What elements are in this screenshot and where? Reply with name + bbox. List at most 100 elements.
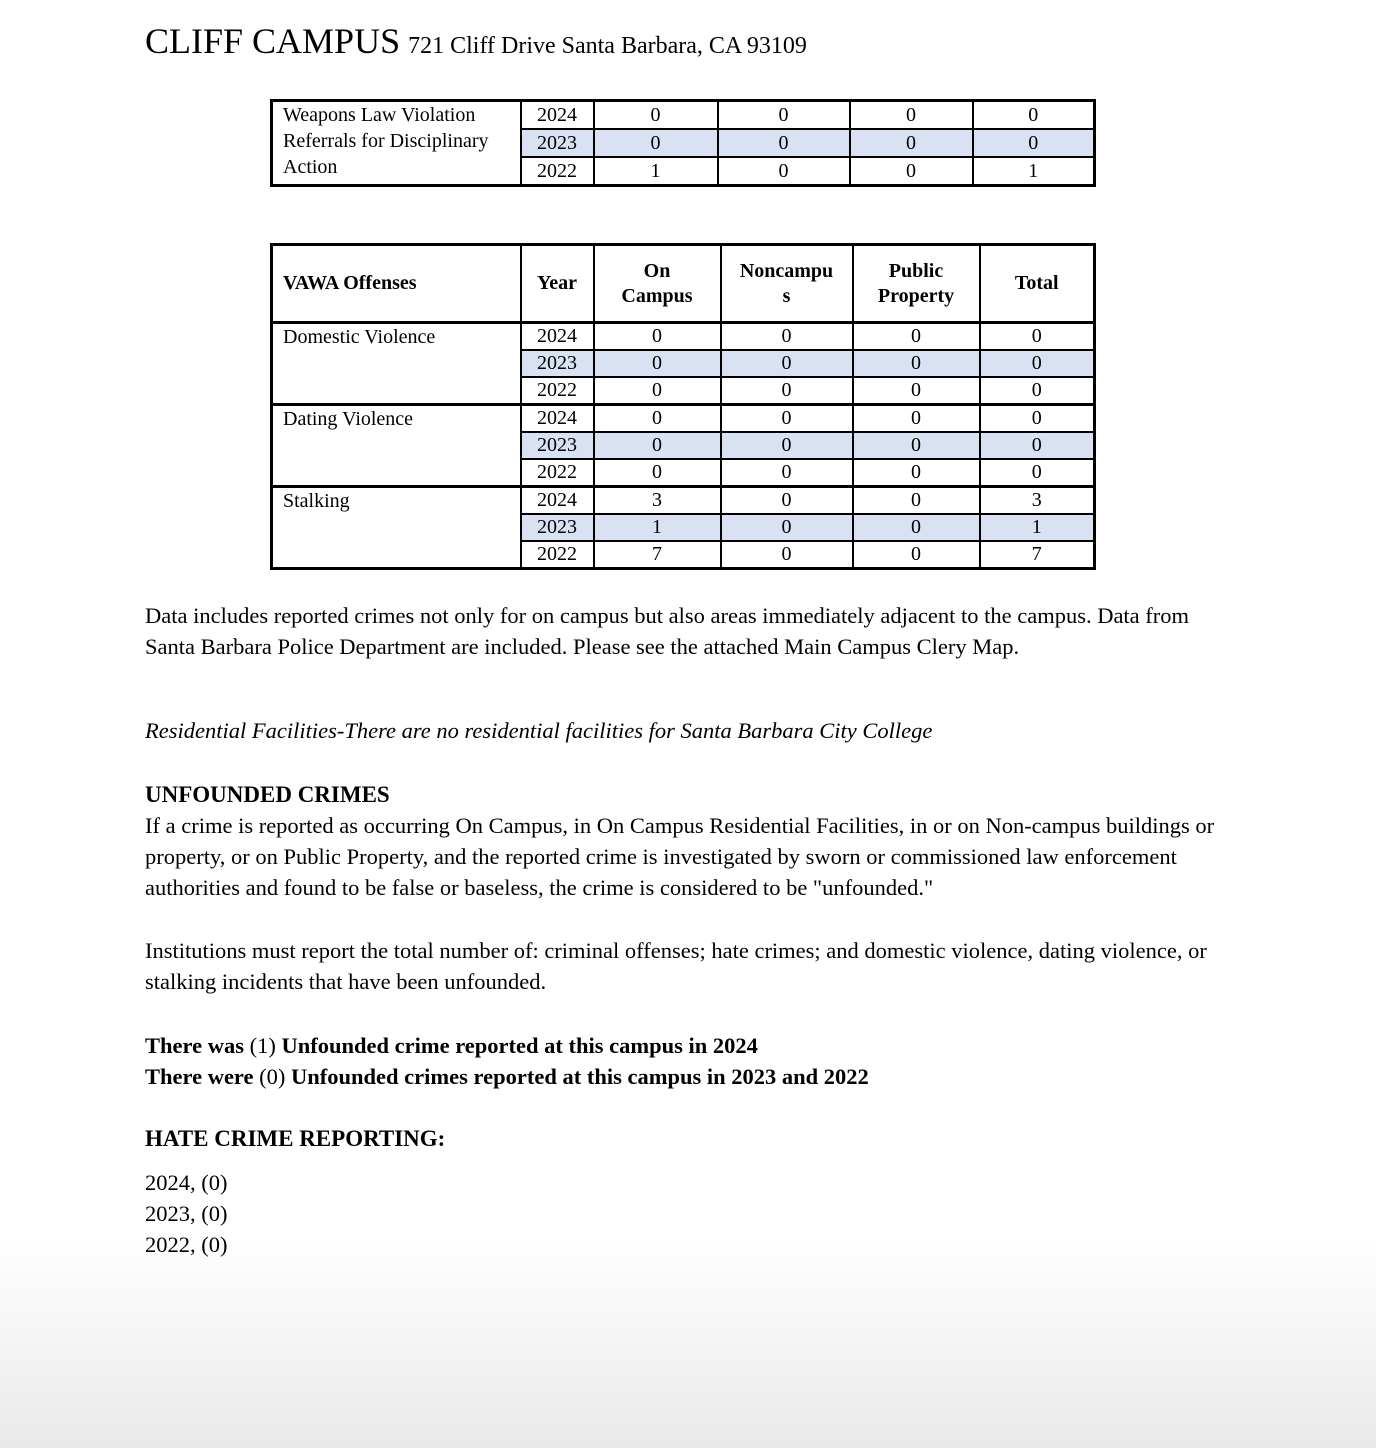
col-header-total: Total bbox=[978, 243, 1096, 324]
value-cell: 0 bbox=[851, 376, 981, 406]
hate-crime-2023: 2023, (0) bbox=[145, 1201, 228, 1227]
value-cell: 0 bbox=[719, 376, 854, 406]
residential-facilities-note: Residential Facilities-There are no resi… bbox=[145, 718, 933, 744]
value-cell: 0 bbox=[592, 376, 722, 406]
value-cell: 0 bbox=[851, 431, 981, 461]
unfounded-prior-suffix: Unfounded crimes reported at this campus… bbox=[291, 1064, 869, 1090]
value-cell: 0 bbox=[978, 321, 1096, 352]
year-cell: 2024 bbox=[519, 99, 595, 131]
unfounded-count-2024: There was (1) Unfounded crime reported a… bbox=[145, 1030, 1237, 1061]
year-cell: 2023 bbox=[519, 128, 595, 159]
unfounded-2024-prefix: There was bbox=[145, 1033, 244, 1059]
table-row: Domestic Violence 2024 0 0 0 0 bbox=[270, 321, 1096, 406]
value-cell: 0 bbox=[978, 349, 1096, 379]
value-cell: 1 bbox=[978, 513, 1096, 543]
year-cell: 2022 bbox=[519, 458, 595, 488]
unfounded-2024-suffix: Unfounded crime reported at this campus … bbox=[281, 1033, 758, 1059]
offense-label-cell: Domestic Violence bbox=[270, 321, 522, 406]
weapons-law-violation-table: Weapons Law Violation Referrals for Disc… bbox=[270, 99, 1096, 188]
value-cell: 0 bbox=[848, 99, 974, 131]
table-row: 2023 0 0 0 0 bbox=[272, 349, 1096, 379]
year-cell: 2024 bbox=[519, 403, 595, 434]
table-row: 2022 1 0 0 1 bbox=[272, 156, 1096, 187]
value-cell: 0 bbox=[719, 321, 854, 352]
vawa-offenses-table: VAWA Offenses Year On Campus Noncampus P… bbox=[270, 243, 1096, 571]
table-row: 2023 0 0 0 0 bbox=[272, 431, 1096, 461]
value-cell: 7 bbox=[978, 540, 1096, 570]
col-header-year: Year bbox=[519, 243, 595, 324]
campus-name: CLIFF CAMPUS bbox=[145, 21, 401, 61]
year-cell: 2022 bbox=[519, 376, 595, 406]
value-cell: 7 bbox=[592, 540, 722, 570]
unfounded-prior-prefix: There were bbox=[145, 1064, 254, 1090]
value-cell: 0 bbox=[719, 458, 854, 488]
value-cell: 0 bbox=[716, 156, 851, 187]
value-cell: 1 bbox=[592, 513, 722, 543]
value-cell: 0 bbox=[978, 403, 1096, 434]
year-cell: 2022 bbox=[519, 156, 595, 187]
col-header-on-campus: On Campus bbox=[592, 243, 722, 324]
table-row: 2022 7 0 0 7 bbox=[272, 540, 1096, 570]
table-row: 2023 1 0 0 1 bbox=[272, 513, 1096, 543]
unfounded-counts: There was (1) Unfounded crime reported a… bbox=[145, 1030, 1237, 1092]
value-cell: 0 bbox=[592, 431, 722, 461]
unfounded-prior-count: (0) bbox=[259, 1064, 286, 1090]
unfounded-crimes-heading: UNFOUNDED CRIMES bbox=[145, 782, 390, 808]
table-row: Stalking 2024 3 0 0 3 bbox=[270, 485, 1096, 570]
must-report-paragraph: Institutions must report the total numbe… bbox=[145, 938, 1207, 995]
offense-label-cell: Stalking bbox=[270, 485, 522, 570]
year-cell: 2024 bbox=[519, 485, 595, 516]
value-cell: 0 bbox=[971, 99, 1096, 131]
value-cell: 0 bbox=[592, 128, 719, 159]
year-cell: 2023 bbox=[519, 431, 595, 461]
value-cell: 0 bbox=[851, 485, 981, 516]
value-cell: 0 bbox=[592, 349, 722, 379]
value-cell: 0 bbox=[716, 128, 851, 159]
value-cell: 0 bbox=[719, 485, 854, 516]
value-cell: 0 bbox=[719, 403, 854, 434]
value-cell: 0 bbox=[719, 431, 854, 461]
col-header-public-property: Public Property bbox=[851, 243, 981, 324]
table-row: Weapons Law Violation Referrals for Disc… bbox=[270, 99, 1096, 187]
value-cell: 0 bbox=[851, 349, 981, 379]
year-cell: 2023 bbox=[519, 349, 595, 379]
value-cell: 0 bbox=[978, 376, 1096, 406]
unfounded-2024-count: (1) bbox=[249, 1033, 276, 1059]
unfounded-count-prior: There were (0) Unfounded crimes reported… bbox=[145, 1061, 1237, 1092]
value-cell: 0 bbox=[719, 349, 854, 379]
unfounded-definition: If a crime is reported as occurring On C… bbox=[145, 813, 1215, 901]
hate-crime-counts: 2024, (0) 2023, (0) 2022, (0) bbox=[145, 1167, 1237, 1260]
value-cell: 0 bbox=[592, 99, 719, 131]
hate-crime-2024: 2024, (0) bbox=[145, 1170, 228, 1196]
value-cell: 0 bbox=[592, 458, 722, 488]
value-cell: 0 bbox=[851, 458, 981, 488]
offense-label-cell: Weapons Law Violation Referrals for Disc… bbox=[270, 99, 522, 187]
value-cell: 0 bbox=[848, 128, 974, 159]
value-cell: 1 bbox=[971, 156, 1096, 187]
value-cell: 3 bbox=[592, 485, 722, 516]
value-cell: 0 bbox=[592, 321, 722, 352]
document-content: CLIFF CAMPUS 721 Cliff Drive Santa Barba… bbox=[145, 20, 1237, 1260]
data-source-note: Data includes reported crimes not only f… bbox=[145, 603, 1190, 660]
campus-address: 721 Cliff Drive Santa Barbara, CA 93109 bbox=[408, 33, 807, 59]
col-header-vawa-offenses: VAWA Offenses bbox=[270, 243, 522, 324]
col-header-noncampus: Noncampus bbox=[719, 243, 854, 324]
value-cell: 0 bbox=[848, 156, 974, 187]
value-cell: 0 bbox=[851, 321, 981, 352]
year-cell: 2024 bbox=[519, 321, 595, 352]
table-row: 2023 0 0 0 0 bbox=[272, 128, 1096, 159]
value-cell: 0 bbox=[978, 458, 1096, 488]
offense-label-cell: Dating Violence bbox=[270, 403, 522, 488]
year-cell: 2023 bbox=[519, 513, 595, 543]
value-cell: 1 bbox=[592, 156, 719, 187]
value-cell: 0 bbox=[971, 128, 1096, 159]
table-row: 2022 0 0 0 0 bbox=[272, 376, 1096, 406]
value-cell: 0 bbox=[978, 431, 1096, 461]
hate-crime-heading: HATE CRIME REPORTING: bbox=[145, 1126, 446, 1152]
page-title: CLIFF CAMPUS 721 Cliff Drive Santa Barba… bbox=[145, 20, 1237, 63]
value-cell: 0 bbox=[592, 403, 722, 434]
value-cell: 0 bbox=[716, 99, 851, 131]
value-cell: 0 bbox=[851, 403, 981, 434]
table-row: 2022 0 0 0 0 bbox=[272, 458, 1096, 488]
